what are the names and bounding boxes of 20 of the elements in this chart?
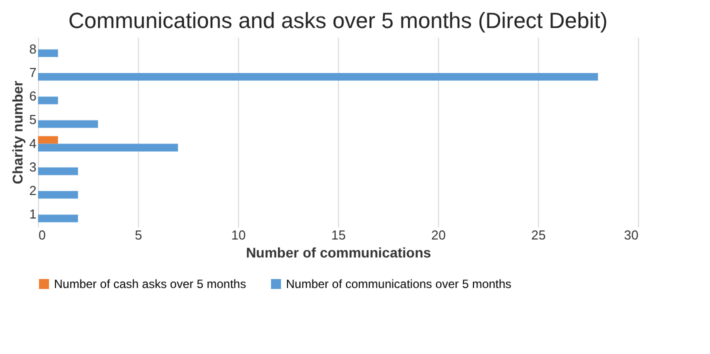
x-tick-label: 15 bbox=[331, 228, 346, 242]
y-tick-label: 8 bbox=[29, 41, 36, 56]
x-axis-title: Number of communications bbox=[246, 244, 432, 260]
y-tick-label: 1 bbox=[29, 206, 36, 222]
x-tick-label: 5 bbox=[134, 228, 142, 242]
chart-title: Communications and asks over 5 months (Direct Debit) bbox=[68, 8, 608, 33]
x-tick-label: 10 bbox=[231, 228, 246, 242]
legend-label: Number of cash asks over 5 months bbox=[54, 277, 246, 291]
y-tick-label: 6 bbox=[29, 88, 36, 104]
y-tick-label: 7 bbox=[29, 64, 36, 80]
x-tick-label: 30 bbox=[624, 228, 638, 242]
y-axis-title: Charity number bbox=[9, 80, 26, 184]
x-tick-label: 0 bbox=[38, 228, 46, 242]
y-tick-label: 4 bbox=[29, 136, 36, 151]
x-tick-label: 25 bbox=[531, 228, 546, 242]
y-tick-label: 3 bbox=[29, 159, 36, 174]
legend-label: Number of communications over 5 months bbox=[286, 277, 512, 291]
x-tick-label: 20 bbox=[431, 228, 446, 242]
y-tick-label: 2 bbox=[29, 183, 36, 198]
y-tick-label: 5 bbox=[29, 112, 36, 128]
